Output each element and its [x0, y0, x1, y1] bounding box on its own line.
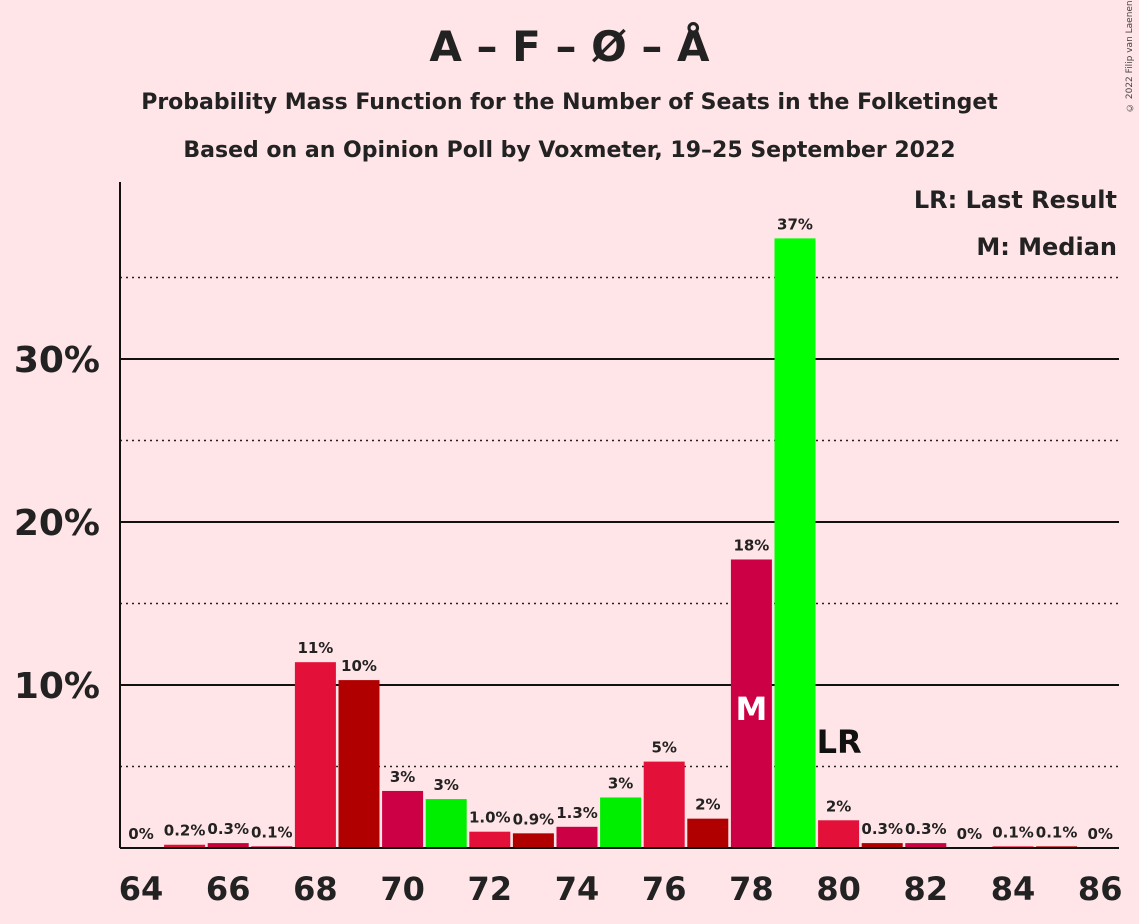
last-result-marker: LR	[817, 723, 862, 761]
bar	[425, 799, 467, 848]
x-tick-label: 74	[555, 870, 600, 908]
x-tick-label: 86	[1078, 870, 1123, 908]
data-label: 37%	[777, 215, 813, 233]
x-tick-label: 78	[729, 870, 774, 908]
bar	[207, 843, 249, 848]
bar	[861, 843, 903, 848]
y-tick-label: 10%	[14, 666, 100, 707]
data-label: 10%	[341, 657, 377, 675]
bar	[818, 820, 860, 848]
data-label: 0.2%	[164, 822, 206, 840]
data-label: 1.0%	[469, 809, 511, 827]
data-label: 0%	[957, 825, 982, 843]
data-label: 0.3%	[207, 820, 249, 838]
data-label: 18%	[733, 536, 769, 554]
data-label: 0.1%	[992, 823, 1034, 841]
y-tick-label: 20%	[14, 503, 100, 544]
chart-subtitle-2: Based on an Opinion Poll by Voxmeter, 19…	[183, 138, 956, 163]
data-label: 3%	[390, 768, 415, 786]
bar	[730, 559, 772, 848]
chart-subtitle: Probability Mass Function for the Number…	[141, 90, 998, 115]
bar	[164, 844, 206, 848]
bar	[687, 818, 729, 848]
y-tick-label: 30%	[14, 340, 100, 381]
data-label: 2%	[826, 797, 851, 815]
x-tick-label: 70	[380, 870, 425, 908]
data-label: 0.1%	[1036, 823, 1078, 841]
legend-last-result: LR: Last Result	[913, 186, 1117, 214]
data-label: 0.3%	[905, 820, 947, 838]
data-label: 2%	[695, 796, 720, 814]
x-tick-label: 64	[119, 870, 164, 908]
data-label: 0%	[1087, 825, 1112, 843]
data-label: 0%	[128, 825, 153, 843]
bar	[905, 843, 947, 848]
chart-title: A – F – Ø – Å	[429, 22, 710, 71]
data-label: 0.3%	[861, 820, 903, 838]
bar	[382, 790, 424, 848]
data-label: 0.1%	[251, 823, 293, 841]
legend-median: M: Median	[976, 233, 1117, 261]
data-label: 0.9%	[513, 810, 555, 828]
x-tick-label: 82	[904, 870, 949, 908]
bar	[643, 761, 685, 848]
x-tick-label: 84	[991, 870, 1036, 908]
bar	[338, 680, 380, 848]
x-tick-label: 72	[468, 870, 513, 908]
data-label: 11%	[297, 639, 333, 657]
bar	[469, 831, 511, 848]
bar	[774, 238, 816, 848]
bar	[556, 826, 598, 848]
bar	[512, 833, 554, 848]
bar	[600, 797, 642, 848]
x-tick-label: 66	[206, 870, 251, 908]
x-tick-label: 68	[293, 870, 338, 908]
median-marker: M	[735, 690, 767, 728]
data-label: 1.3%	[556, 804, 598, 822]
x-tick-label: 76	[642, 870, 687, 908]
data-label: 5%	[651, 739, 676, 757]
data-label: 3%	[433, 776, 458, 794]
x-tick-label: 80	[816, 870, 861, 908]
data-label: 3%	[608, 774, 633, 792]
bar	[294, 662, 336, 848]
